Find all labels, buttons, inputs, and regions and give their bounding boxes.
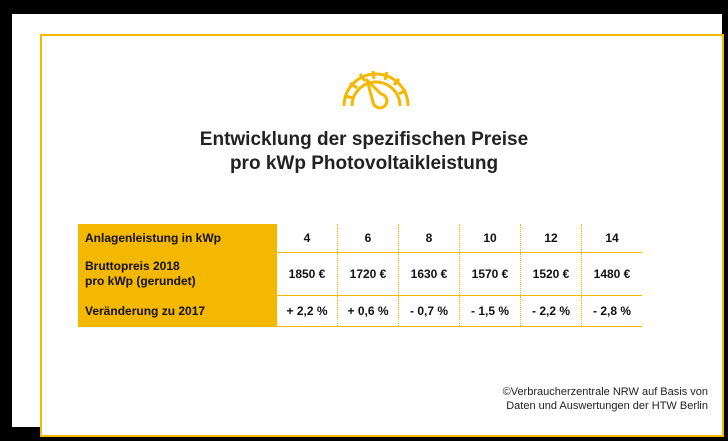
table-cell: 14 [581, 224, 642, 253]
table-cell: 10 [459, 224, 521, 253]
table-cell: 6 [337, 224, 399, 253]
table-cell: + 2,2 % [277, 295, 338, 327]
table-cell: 1520 € [520, 252, 582, 296]
price-table: Anlagenleistung in kWp 4 6 8 10 12 14 Br… [78, 224, 642, 327]
table-row: Anlagenleistung in kWp 4 6 8 10 12 14 [78, 224, 642, 253]
table-cell: 1850 € [277, 252, 338, 296]
table-cell: - 0,7 % [398, 295, 460, 327]
table-cell: 8 [398, 224, 460, 253]
row-label-line-1: Bruttopreis 2018 [85, 259, 180, 273]
table-cell: 1480 € [581, 252, 642, 296]
table-cell: + 0,6 % [337, 295, 399, 327]
row-label: Bruttopreis 2018 pro kWp (gerundet) [78, 252, 277, 296]
credit-line-2: Daten und Auswertungen der HTW Berlin [506, 400, 708, 412]
table-row: Bruttopreis 2018 pro kWp (gerundet) 1850 … [78, 252, 642, 296]
table-cell: - 2,8 % [581, 295, 642, 327]
title-line-1: Entwicklung der spezifischen Preise [199, 129, 529, 150]
source-credit: ©Verbraucherzentrale NRW auf Basis von D… [503, 385, 708, 413]
row-label: Anlagenleistung in kWp [78, 224, 277, 253]
row-label-line-2: pro kWp (gerundet) [85, 274, 196, 288]
table-cell: 1570 € [459, 252, 521, 296]
title-line-2: pro kWp Photovoltaikleistung [229, 153, 499, 174]
table-cell: - 2,2 % [520, 295, 582, 327]
row-label: Veränderung zu 2017 [78, 295, 277, 327]
table-cell: 4 [277, 224, 338, 253]
credit-line-1: ©Verbraucherzentrale NRW auf Basis von [502, 386, 708, 398]
table-cell: 1630 € [398, 252, 460, 296]
table-cell: 1720 € [337, 252, 399, 296]
table-cell: - 1,5 % [459, 295, 521, 327]
table-cell: 12 [520, 224, 582, 253]
gauge-icon [342, 70, 410, 110]
table-row: Veränderung zu 2017 + 2,2 % + 0,6 % - 0,… [78, 295, 642, 327]
